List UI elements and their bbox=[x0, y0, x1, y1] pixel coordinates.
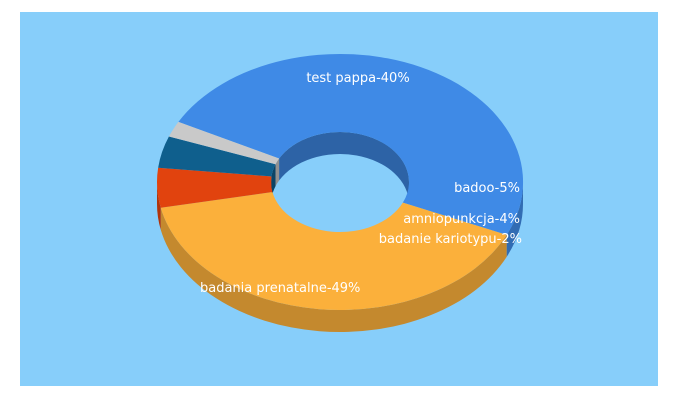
inner-wall-4 bbox=[275, 158, 280, 187]
slice-label-1: test pappa-40% bbox=[306, 71, 409, 86]
slice-2 bbox=[157, 167, 273, 208]
slice-label-0: badania prenatalne-49% bbox=[200, 281, 360, 296]
slice-1 bbox=[160, 192, 507, 311]
slice-label-3: amniopunkcja-4% bbox=[403, 212, 520, 227]
outer-wall-0 bbox=[506, 182, 523, 257]
slice-label-4: badanie kariotypu-2% bbox=[379, 232, 522, 247]
outer-wall-1 bbox=[160, 207, 507, 333]
slice-label-2: badoo-5% bbox=[454, 181, 520, 196]
slice-4 bbox=[168, 121, 280, 165]
inner-wall-3 bbox=[271, 164, 276, 199]
inner-wall-0 bbox=[279, 132, 409, 204]
donut-chart: badania prenatalne-49% test pappa-40% bado… bbox=[157, 53, 524, 333]
slice-3 bbox=[158, 136, 276, 177]
chart-panel: badania prenatalne-49% test pappa-40% bado… bbox=[20, 12, 658, 386]
outer-wall-2 bbox=[157, 182, 161, 230]
slice-0 bbox=[178, 53, 524, 235]
